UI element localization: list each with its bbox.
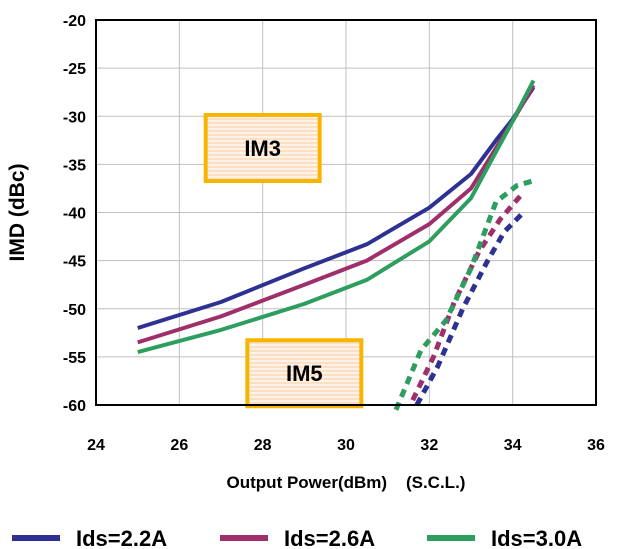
x-tick-label: 36 (587, 437, 605, 454)
x-tick-label: 28 (254, 437, 272, 454)
plot-frame (95, 19, 597, 406)
legend-entry: Ids=2.6A (220, 526, 375, 549)
x-tick-label: 32 (420, 437, 438, 454)
x-tick-label: 30 (337, 437, 355, 454)
legend: Ids=2.2A Ids=2.6A Ids=3.0A (12, 526, 582, 549)
legend-label: Ids=2.2A (76, 526, 167, 549)
x-tick-label: 34 (504, 437, 522, 454)
legend-label: Ids=3.0A (491, 526, 582, 549)
x-axis-title: Output Power(dBm) (S.C.L.) (227, 473, 466, 492)
series-line-im5-ids-2-2a (414, 208, 527, 407)
annotation-box (203, 113, 322, 184)
series-line-im3-ids-3-0a (137, 79, 536, 355)
annotation-im3: IM3 (203, 113, 322, 184)
series-line-im5-ids-3-0a (393, 178, 535, 411)
y-tick-label: -25 (63, 61, 86, 78)
y-tick-label: -45 (63, 254, 86, 271)
series-line-im3-ids-2-2a (137, 86, 536, 330)
annotations: IM3 IM5 (203, 113, 364, 409)
x-tick-label: 26 (170, 437, 188, 454)
grid (95, 19, 597, 406)
series-line-im3-ids-2-6a (137, 84, 536, 345)
legend-label: Ids=2.6A (284, 526, 375, 549)
series-group (137, 79, 536, 411)
y-tick-label: -30 (63, 109, 86, 126)
legend-entry: Ids=2.2A (12, 526, 167, 549)
annotation-label: IM3 (244, 136, 281, 161)
x-tick-labels: 24 26 28 30 32 34 36 (87, 437, 605, 454)
legend-entry: Ids=3.0A (427, 526, 582, 549)
annotation-label: IM5 (286, 361, 323, 386)
y-axis-title: IMD (dBc) (6, 164, 29, 262)
annotation-box (245, 338, 364, 409)
annotation-im5: IM5 (245, 338, 364, 409)
x-tick-label: 24 (87, 437, 105, 454)
y-tick-label: -20 (63, 13, 86, 30)
y-tick-label: -55 (63, 350, 86, 367)
y-tick-label: -50 (63, 302, 86, 319)
y-tick-labels: -20 -25 -30 -35 -40 -45 -50 -55 -60 (63, 13, 86, 415)
y-tick-label: -60 (63, 398, 86, 415)
y-tick-label: -35 (63, 157, 86, 174)
y-tick-label: -40 (63, 206, 86, 223)
